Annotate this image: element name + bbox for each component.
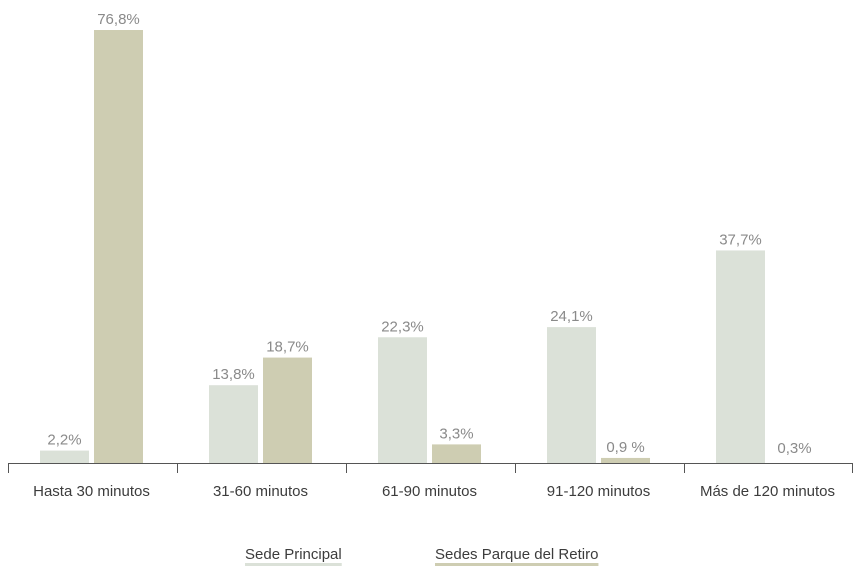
bars-group <box>40 30 765 463</box>
value-label: 24,1% <box>550 308 593 325</box>
value-labels-group: 2,2% 76,8% 13,8% 18,7% 22,3% 3,3% 24,1% 0,9 % 37… <box>47 11 811 457</box>
x-tick-label: 61-90 minutos <box>382 483 477 500</box>
value-label: 0,3% <box>777 440 811 457</box>
value-label: 76,8% <box>97 11 140 28</box>
legend-label: Sede Principal <box>245 546 342 563</box>
value-label: 37,7% <box>719 231 762 248</box>
legend-swatch <box>245 563 342 566</box>
bar-parque-retiro-3 <box>601 457 650 463</box>
legend-swatch <box>435 563 599 566</box>
bar-sede-principal-2 <box>378 337 427 463</box>
legend: Sede Principal Sedes Parque del Retiro <box>245 546 599 566</box>
value-label: 0,9 % <box>606 439 644 456</box>
bar-parque-retiro-1 <box>263 357 312 463</box>
x-tick-label: 31-60 minutos <box>213 483 308 500</box>
value-label: 18,7% <box>266 339 309 356</box>
bar-sede-principal-1 <box>209 385 258 463</box>
x-tick-label: Más de 120 minutos <box>700 483 835 500</box>
value-label: 3,3% <box>439 425 473 442</box>
value-label: 2,2% <box>47 432 81 449</box>
x-axis: Hasta 30 minutos 31-60 minutos 61-90 minut… <box>8 463 853 500</box>
legend-label: Sedes Parque del Retiro <box>435 546 598 563</box>
value-label: 13,8% <box>212 366 255 383</box>
bar-sede-principal-3 <box>547 327 596 463</box>
bar-parque-retiro-0 <box>94 30 143 463</box>
value-label: 22,3% <box>381 318 424 335</box>
bar-sede-principal-0 <box>40 450 89 463</box>
x-tick-label: Hasta 30 minutos <box>33 483 150 500</box>
x-tick-label: 91-120 minutos <box>547 483 650 500</box>
bar-sede-principal-4 <box>716 250 765 463</box>
bar-parque-retiro-2 <box>432 444 481 463</box>
